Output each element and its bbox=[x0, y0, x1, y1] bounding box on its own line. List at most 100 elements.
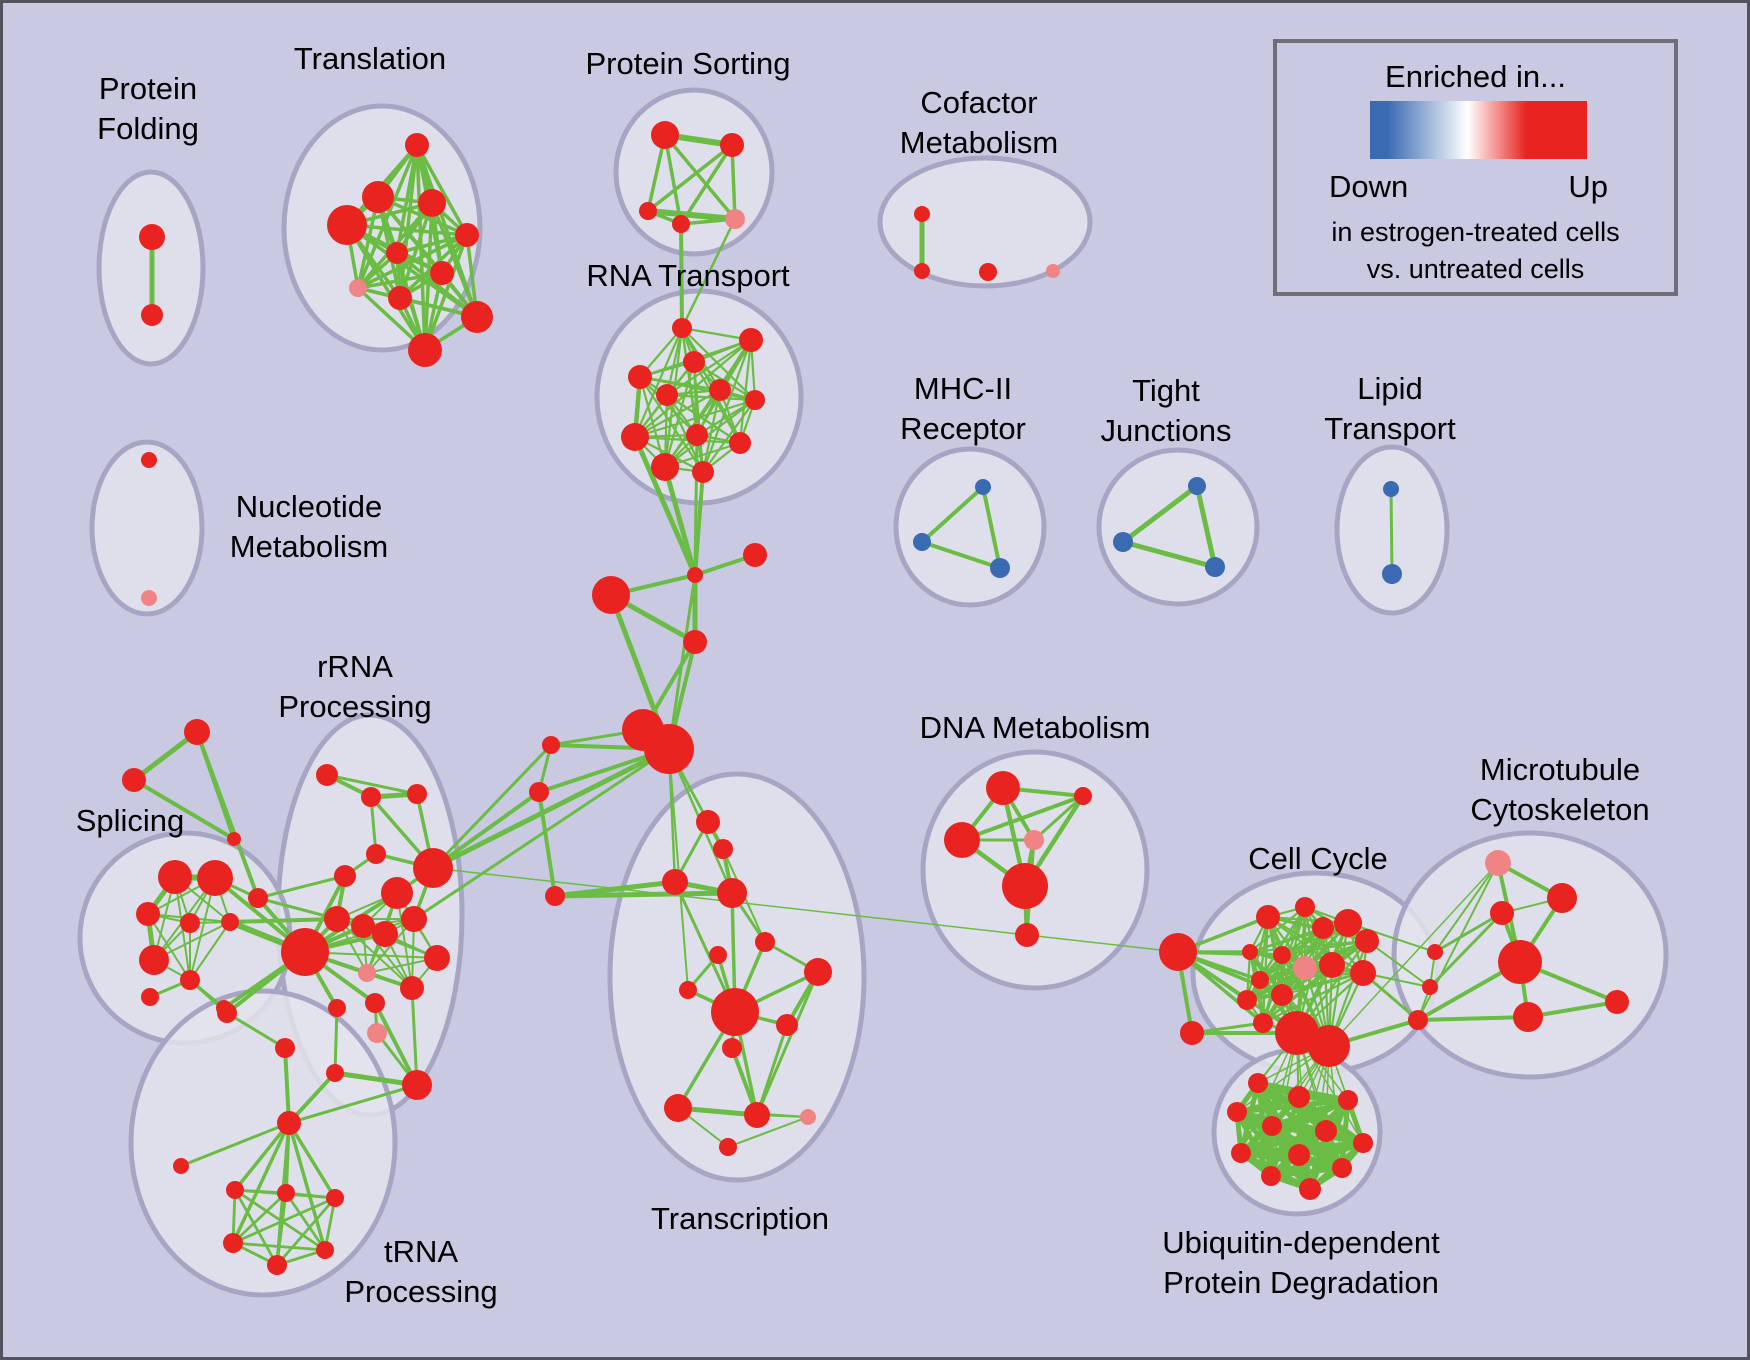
node-t3 bbox=[418, 189, 446, 217]
cluster-tight-junctions-label: Tight Junctions bbox=[1101, 373, 1232, 448]
node-k9 bbox=[1293, 956, 1317, 980]
edge-r9-c1 bbox=[693, 433, 699, 577]
node-k8 bbox=[1273, 946, 1291, 964]
legend-down-label: Down bbox=[1329, 169, 1409, 204]
node-k14 bbox=[1271, 984, 1293, 1006]
node-u9 bbox=[1288, 1144, 1310, 1166]
cluster-cofactor-metabolism-ellipse bbox=[877, 155, 1093, 289]
node-g25 bbox=[402, 1070, 432, 1100]
edge-k16-u12 bbox=[1296, 1032, 1311, 1190]
edge-k2-k13 bbox=[1245, 915, 1270, 1002]
cluster-rna-transport-label: RNA Transport bbox=[586, 258, 790, 293]
node-t9 bbox=[388, 286, 412, 310]
node-p1 bbox=[651, 121, 679, 149]
node-t4 bbox=[327, 205, 367, 245]
node-s6 bbox=[139, 945, 169, 975]
edge-r8-c1 bbox=[632, 434, 698, 578]
node-g1 bbox=[316, 764, 338, 786]
edge-g6-k1 bbox=[432, 867, 1179, 953]
node-f3 bbox=[979, 263, 997, 281]
node-t6 bbox=[386, 242, 408, 264]
legend-box: Enriched in... Down Up in estrogen-treat… bbox=[1273, 39, 1678, 296]
node-nm1 bbox=[141, 452, 157, 468]
node-g7 bbox=[381, 877, 413, 909]
node-u12 bbox=[1299, 1178, 1321, 1200]
cluster-labels: Protein Folding Translation Protein Sorting… bbox=[76, 41, 1650, 1309]
node-j1 bbox=[1188, 477, 1206, 495]
node-v3 bbox=[227, 832, 241, 846]
legend-subtitle-line2: vs. untreated cells bbox=[1366, 254, 1585, 284]
node-g2 bbox=[361, 787, 381, 807]
node-g12 bbox=[372, 921, 398, 947]
node-m3 bbox=[1490, 901, 1514, 925]
edge-g16-g25 bbox=[373, 1001, 419, 1087]
node-x4 bbox=[717, 878, 747, 908]
node-r3 bbox=[683, 351, 705, 373]
edge-k11-k15 bbox=[1261, 971, 1365, 1025]
node-p3 bbox=[639, 202, 657, 220]
node-g11 bbox=[281, 928, 329, 976]
node-k13 bbox=[1237, 990, 1257, 1010]
node-s1 bbox=[158, 860, 192, 894]
node-c3 bbox=[743, 543, 767, 567]
node-x16 bbox=[719, 1138, 737, 1156]
node-f1 bbox=[914, 206, 930, 222]
edge-h4-h7 bbox=[284, 1191, 327, 1252]
node-k5 bbox=[1334, 909, 1362, 937]
node-l1 bbox=[1383, 481, 1399, 497]
node-j2 bbox=[1113, 532, 1133, 552]
node-s3 bbox=[136, 902, 160, 926]
edge-d2-d4 bbox=[1032, 794, 1085, 842]
edge-j1-j2 bbox=[1120, 483, 1200, 545]
edge-g25-h1 bbox=[287, 1083, 419, 1125]
edge-r11-c1 bbox=[662, 464, 698, 578]
node-g6 bbox=[413, 848, 453, 888]
cluster-lipid-transport-label: Lipid Transport bbox=[1324, 371, 1456, 446]
node-pf2 bbox=[141, 304, 163, 326]
edge-m3-k21 bbox=[1433, 911, 1504, 954]
edge-k16-u8 bbox=[1240, 1032, 1298, 1154]
node-s4 bbox=[180, 913, 200, 933]
node-u3 bbox=[1338, 1090, 1358, 1110]
edge-h3-h8 bbox=[233, 1188, 279, 1267]
node-d4 bbox=[1024, 830, 1044, 850]
node-g18 bbox=[248, 888, 268, 908]
edge-d2-d3 bbox=[960, 794, 1085, 842]
edge-k6-k20 bbox=[1366, 940, 1431, 988]
node-k17 bbox=[1308, 1025, 1350, 1067]
edge-s5-g8 bbox=[228, 917, 339, 924]
node-r1 bbox=[672, 318, 692, 338]
node-r5 bbox=[709, 379, 731, 401]
edge-p2-p4 bbox=[679, 143, 734, 226]
edge-g15-g25 bbox=[410, 986, 419, 1087]
edge-k6-k7 bbox=[1248, 939, 1369, 954]
cluster-mhc-ii-receptor-label: MHC-II Receptor bbox=[900, 371, 1026, 446]
edge-t7-t8 bbox=[356, 271, 444, 290]
node-x13 bbox=[664, 1094, 692, 1122]
edge-p2-p3 bbox=[646, 143, 734, 213]
node-x15 bbox=[800, 1109, 816, 1125]
edge-t1-t5 bbox=[415, 143, 469, 237]
edge-p3-p5 bbox=[645, 208, 738, 222]
node-s7 bbox=[180, 970, 200, 990]
edge-k1-k16 bbox=[1176, 950, 1299, 1035]
node-x5 bbox=[545, 886, 565, 906]
node-g5 bbox=[334, 865, 356, 887]
node-k4 bbox=[1312, 917, 1334, 939]
node-nm2 bbox=[141, 590, 157, 606]
edge-g5-g18 bbox=[256, 874, 347, 900]
edge-r4-r12 bbox=[638, 375, 705, 474]
edge-g8-g18 bbox=[256, 896, 339, 921]
edge-r2-r10 bbox=[738, 338, 753, 445]
nodes bbox=[122, 121, 1629, 1275]
edge-x15-x16 bbox=[727, 1116, 809, 1148]
edge-x8-x14 bbox=[755, 970, 820, 1117]
edge-m1-k21 bbox=[1434, 862, 1499, 953]
node-g8 bbox=[324, 906, 350, 932]
edge-k11-k14 bbox=[1280, 971, 1365, 997]
edge-r4-r7 bbox=[638, 375, 757, 402]
node-g15 bbox=[400, 976, 424, 1000]
node-g9 bbox=[351, 914, 375, 938]
node-h4 bbox=[277, 1184, 295, 1202]
node-p5 bbox=[725, 209, 745, 229]
